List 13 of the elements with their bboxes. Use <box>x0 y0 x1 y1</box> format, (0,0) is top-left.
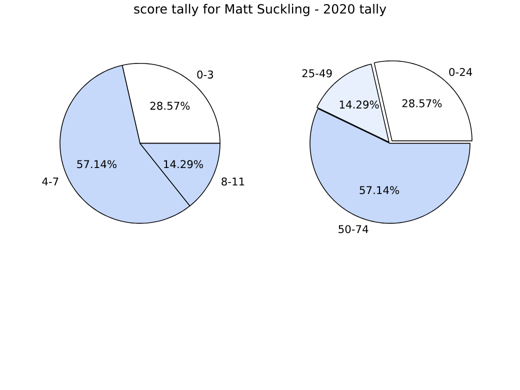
data-label: 57.14% <box>77 160 116 168</box>
data-label: 57.14% <box>360 186 400 194</box>
data-label: 14.29% <box>340 100 379 109</box>
slice-label: 4-7 <box>42 178 58 186</box>
slice-label: 0-3 <box>197 70 214 79</box>
data-label: 28.57% <box>150 102 190 110</box>
data-label: 28.57% <box>402 99 442 108</box>
data-label: 14.29% <box>164 160 203 168</box>
slice-label: 25-49 <box>302 69 332 78</box>
slice-label: 0-24 <box>449 68 472 76</box>
slice-label: 8-11 <box>222 177 244 186</box>
slice-label: 50-74 <box>338 225 368 234</box>
chart-title: score tally for Matt Suckling - 2020 tally <box>134 4 386 16</box>
